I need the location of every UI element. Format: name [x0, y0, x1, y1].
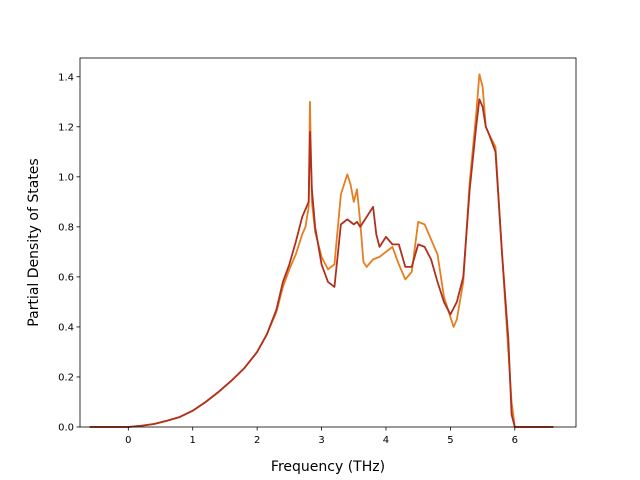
x-tick-label: 6 — [512, 435, 518, 446]
y-axis-label: Partial Density of States — [26, 158, 42, 326]
y-axis-ticks: 0.0 0.2 0.4 0.6 0.8 1.0 1.2 1.4 — [58, 72, 80, 434]
y-tick-label: 1.4 — [58, 72, 74, 83]
y-tick-label: 1.2 — [58, 122, 74, 133]
x-tick-label: 2 — [254, 435, 260, 446]
x-axis-label: Frequency (THz) — [271, 459, 385, 475]
x-tick-label: 0 — [125, 435, 131, 446]
plot-frame — [79, 57, 577, 428]
y-tick-label: 1.0 — [58, 172, 74, 183]
y-tick-label: 0.8 — [58, 222, 74, 233]
y-tick-label: 0.4 — [58, 322, 74, 333]
y-tick-label: 0.0 — [58, 423, 74, 434]
x-axis-ticks: 0 1 2 3 4 5 6 — [125, 427, 518, 446]
x-tick-label: 5 — [447, 435, 453, 446]
y-tick-label: 0.2 — [58, 372, 74, 383]
x-tick-label: 4 — [383, 435, 389, 446]
y-tick-label: 0.6 — [58, 272, 74, 283]
x-tick-label: 3 — [318, 435, 324, 446]
x-tick-label: 1 — [190, 435, 196, 446]
series-layer — [89, 73, 554, 428]
series-line-1 — [89, 73, 554, 428]
series-line-2 — [89, 98, 554, 428]
